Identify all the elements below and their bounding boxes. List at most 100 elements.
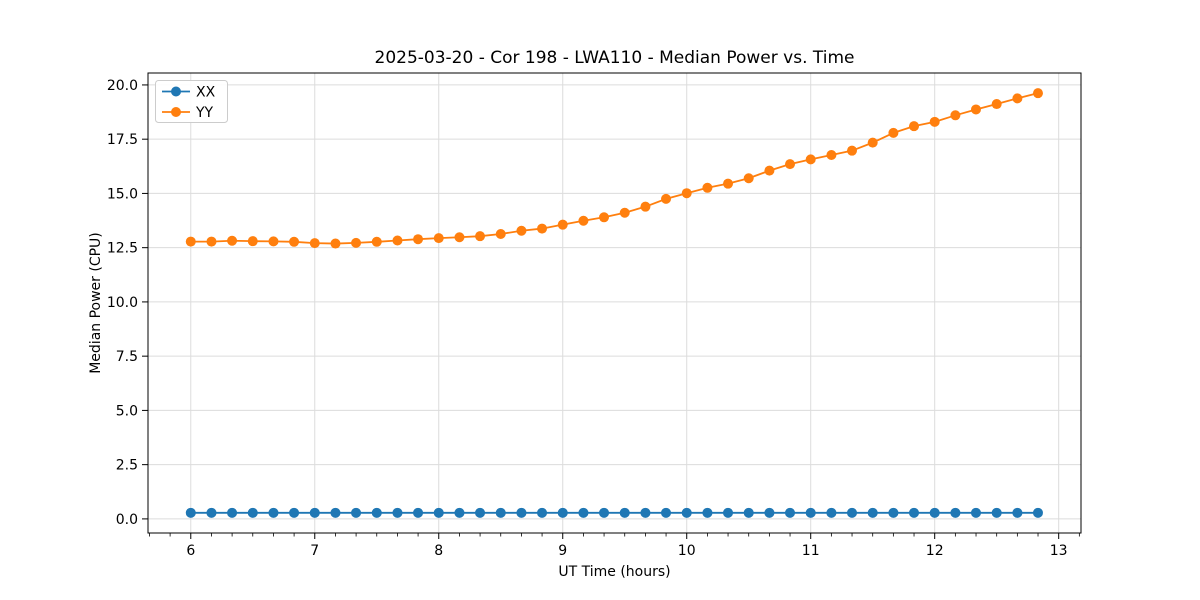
legend-marker — [171, 107, 181, 117]
data-point — [991, 507, 1002, 518]
data-point — [661, 193, 672, 204]
y-tick-label: 5.0 — [116, 403, 138, 419]
data-point — [413, 234, 424, 245]
x-tick-label: 11 — [802, 543, 820, 559]
data-point — [516, 507, 527, 518]
data-point — [805, 154, 816, 165]
y-tick-label: 10.0 — [107, 295, 138, 311]
data-point — [351, 237, 362, 248]
data-point — [867, 137, 878, 148]
data-point — [309, 507, 320, 518]
data-point — [1012, 507, 1023, 518]
data-point — [702, 182, 713, 193]
data-point — [454, 507, 465, 518]
y-tick-label: 20.0 — [107, 78, 138, 94]
data-point — [330, 238, 341, 249]
data-point — [702, 507, 713, 518]
data-point — [867, 507, 878, 518]
series-line-YY — [190, 92, 1039, 245]
data-point — [1032, 507, 1043, 518]
data-point — [723, 507, 734, 518]
data-point — [764, 507, 775, 518]
data-point — [723, 178, 734, 189]
data-point — [475, 507, 486, 518]
y-tick-label: 15.0 — [107, 186, 138, 202]
legend-frame — [155, 80, 228, 123]
y-tick-label: 7.5 — [116, 349, 138, 365]
data-point — [309, 238, 320, 249]
y-tick-label: 0.0 — [116, 512, 138, 528]
axes-frame — [147, 72, 1082, 534]
y-tick-label: 2.5 — [116, 458, 138, 474]
data-point — [640, 507, 651, 518]
data-point — [289, 507, 300, 518]
data-point — [206, 236, 217, 247]
data-point — [1032, 88, 1043, 99]
legend-label: YY — [195, 105, 214, 121]
data-point — [227, 235, 238, 246]
data-point — [929, 116, 940, 127]
x-tick-label: 8 — [434, 543, 443, 559]
chart-title: 2025-03-20 - Cor 198 - LWA110 - Median P… — [374, 48, 855, 68]
data-point — [661, 507, 672, 518]
data-point — [805, 507, 816, 518]
data-point — [413, 507, 424, 518]
data-point — [826, 507, 837, 518]
y-tick-label: 12.5 — [107, 241, 138, 257]
data-point — [392, 507, 403, 518]
legend: XX YY — [155, 80, 228, 123]
data-point — [950, 110, 961, 121]
x-tick-label: 10 — [678, 543, 696, 559]
data-point — [557, 219, 568, 230]
data-point — [888, 127, 899, 138]
data-point — [495, 229, 506, 239]
data-point — [785, 507, 796, 518]
data-point — [991, 99, 1002, 110]
series-YY — [185, 88, 1043, 249]
series-XX — [185, 507, 1043, 518]
y-axis-label: Median Power (CPU) — [88, 232, 104, 374]
x-tick-label: 12 — [926, 543, 944, 559]
data-point — [908, 507, 919, 518]
data-point — [227, 507, 238, 518]
data-point — [619, 207, 630, 218]
data-point — [433, 233, 444, 244]
data-point — [599, 507, 610, 518]
data-point — [433, 507, 444, 518]
data-point — [846, 507, 857, 518]
y-tick-label: 17.5 — [107, 132, 138, 148]
x-axis-label: UT Time (hours) — [558, 564, 671, 580]
data-point — [970, 507, 981, 518]
data-point — [268, 236, 279, 247]
data-point — [640, 201, 651, 212]
data-point — [351, 507, 362, 518]
data-point — [371, 507, 382, 518]
data-point — [599, 212, 610, 223]
data-point — [743, 507, 754, 518]
x-tick-label: 6 — [186, 543, 195, 559]
data-point — [392, 235, 403, 246]
data-point — [454, 232, 465, 243]
x-tick-label: 13 — [1050, 543, 1068, 559]
data-point — [247, 507, 258, 518]
data-point — [475, 231, 486, 242]
data-point — [371, 236, 382, 247]
data-point — [185, 236, 196, 247]
data-point — [206, 507, 217, 518]
data-point — [578, 507, 589, 518]
data-point — [950, 507, 961, 518]
data-point — [908, 121, 919, 132]
data-point — [888, 507, 899, 518]
data-point — [289, 236, 300, 247]
data-point — [578, 215, 589, 226]
data-point — [681, 507, 692, 518]
data-point — [537, 223, 548, 234]
legend-label: XX — [196, 85, 216, 101]
legend-marker — [171, 86, 181, 97]
data-point — [495, 507, 506, 518]
data-point — [619, 507, 630, 518]
data-point — [537, 507, 548, 518]
data-point — [846, 145, 857, 156]
